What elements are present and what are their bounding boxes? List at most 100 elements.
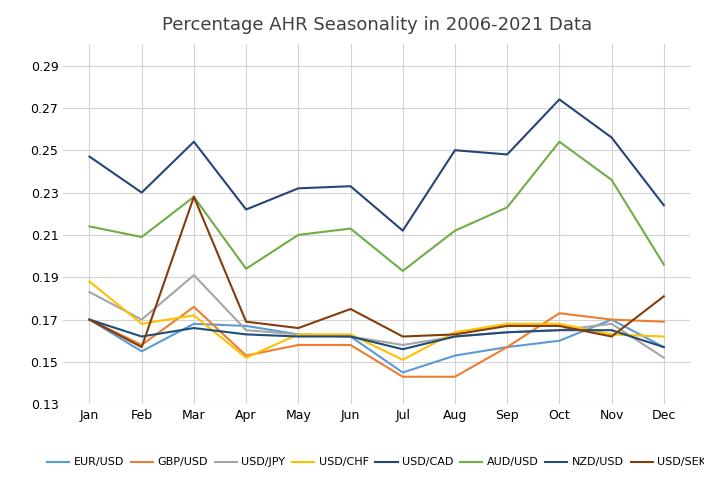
AUD/USD [137, 234, 146, 240]
Line: USD/CAD: USD/CAD [89, 100, 664, 231]
Line: EUR/USD: EUR/USD [89, 319, 664, 373]
GBP/USD [660, 319, 668, 325]
NZD/USD [503, 329, 511, 335]
GBP/USD [346, 342, 355, 348]
EUR/USD [85, 317, 94, 322]
EUR/USD [555, 338, 564, 344]
GBP/USD [503, 344, 511, 350]
Title: Percentage AHR Seasonality in 2006-2021 Data: Percentage AHR Seasonality in 2006-2021 … [162, 16, 591, 35]
USD/JPY [555, 327, 564, 333]
NZD/USD [608, 327, 616, 333]
AUD/USD [451, 228, 459, 234]
AUD/USD [242, 266, 251, 272]
AUD/USD [660, 262, 668, 268]
GBP/USD [608, 317, 616, 322]
EUR/USD [451, 352, 459, 358]
USD/JPY [346, 334, 355, 340]
USD/JPY [660, 355, 668, 361]
GBP/USD [555, 310, 564, 316]
USD/JPY [85, 289, 94, 295]
USD/SEK [555, 323, 564, 329]
NZD/USD [85, 317, 94, 322]
USD/JPY [189, 272, 198, 278]
USD/CHF [137, 321, 146, 327]
USD/CHF [294, 331, 303, 337]
USD/SEK [451, 331, 459, 337]
USD/SEK [346, 306, 355, 312]
USD/CHF [660, 334, 668, 340]
AUD/USD [294, 232, 303, 238]
Line: NZD/USD: NZD/USD [89, 319, 664, 349]
USD/CAD [451, 147, 459, 153]
USD/SEK [85, 317, 94, 322]
USD/CHF [346, 331, 355, 337]
USD/CHF [242, 355, 251, 361]
USD/CAD [608, 135, 616, 141]
USD/JPY [242, 327, 251, 333]
USD/SEK [608, 334, 616, 340]
USD/JPY [137, 317, 146, 322]
USD/JPY [294, 331, 303, 337]
Line: USD/SEK: USD/SEK [89, 197, 664, 347]
USD/CHF [555, 321, 564, 327]
EUR/USD [294, 331, 303, 337]
USD/CHF [398, 357, 407, 363]
USD/SEK [294, 325, 303, 331]
USD/CAD [660, 202, 668, 208]
USD/SEK [503, 323, 511, 329]
USD/CHF [608, 331, 616, 337]
GBP/USD [242, 352, 251, 358]
EUR/USD [346, 334, 355, 340]
USD/JPY [503, 329, 511, 335]
EUR/USD [137, 349, 146, 354]
Line: USD/JPY: USD/JPY [89, 275, 664, 358]
USD/SEK [660, 293, 668, 299]
USD/CAD [398, 228, 407, 234]
NZD/USD [137, 334, 146, 340]
NZD/USD [398, 346, 407, 352]
AUD/USD [555, 139, 564, 145]
GBP/USD [398, 374, 407, 380]
USD/SEK [137, 344, 146, 350]
AUD/USD [503, 205, 511, 211]
EUR/USD [398, 370, 407, 376]
USD/CAD [346, 183, 355, 189]
GBP/USD [451, 374, 459, 380]
Line: GBP/USD: GBP/USD [89, 307, 664, 377]
GBP/USD [294, 342, 303, 348]
AUD/USD [398, 268, 407, 274]
AUD/USD [85, 223, 94, 229]
USD/JPY [608, 321, 616, 327]
NZD/USD [660, 344, 668, 350]
USD/CAD [189, 139, 198, 145]
GBP/USD [189, 304, 198, 310]
USD/CAD [242, 207, 251, 212]
EUR/USD [660, 344, 668, 350]
USD/JPY [398, 342, 407, 348]
GBP/USD [137, 342, 146, 348]
USD/SEK [398, 334, 407, 340]
NZD/USD [346, 334, 355, 340]
EUR/USD [189, 321, 198, 327]
AUD/USD [189, 194, 198, 200]
USD/CAD [555, 97, 564, 103]
USD/CAD [137, 190, 146, 196]
Line: USD/CHF: USD/CHF [89, 282, 664, 360]
USD/CAD [85, 154, 94, 160]
GBP/USD [85, 317, 94, 322]
EUR/USD [503, 344, 511, 350]
NZD/USD [451, 334, 459, 340]
USD/CHF [451, 329, 459, 335]
NZD/USD [555, 327, 564, 333]
USD/CHF [189, 313, 198, 318]
USD/CAD [503, 151, 511, 157]
Line: AUD/USD: AUD/USD [89, 142, 664, 271]
AUD/USD [346, 226, 355, 232]
USD/CAD [294, 185, 303, 191]
USD/SEK [242, 319, 251, 325]
USD/SEK [189, 194, 198, 200]
USD/CHF [85, 279, 94, 284]
NZD/USD [242, 331, 251, 337]
EUR/USD [242, 323, 251, 329]
NZD/USD [189, 325, 198, 331]
